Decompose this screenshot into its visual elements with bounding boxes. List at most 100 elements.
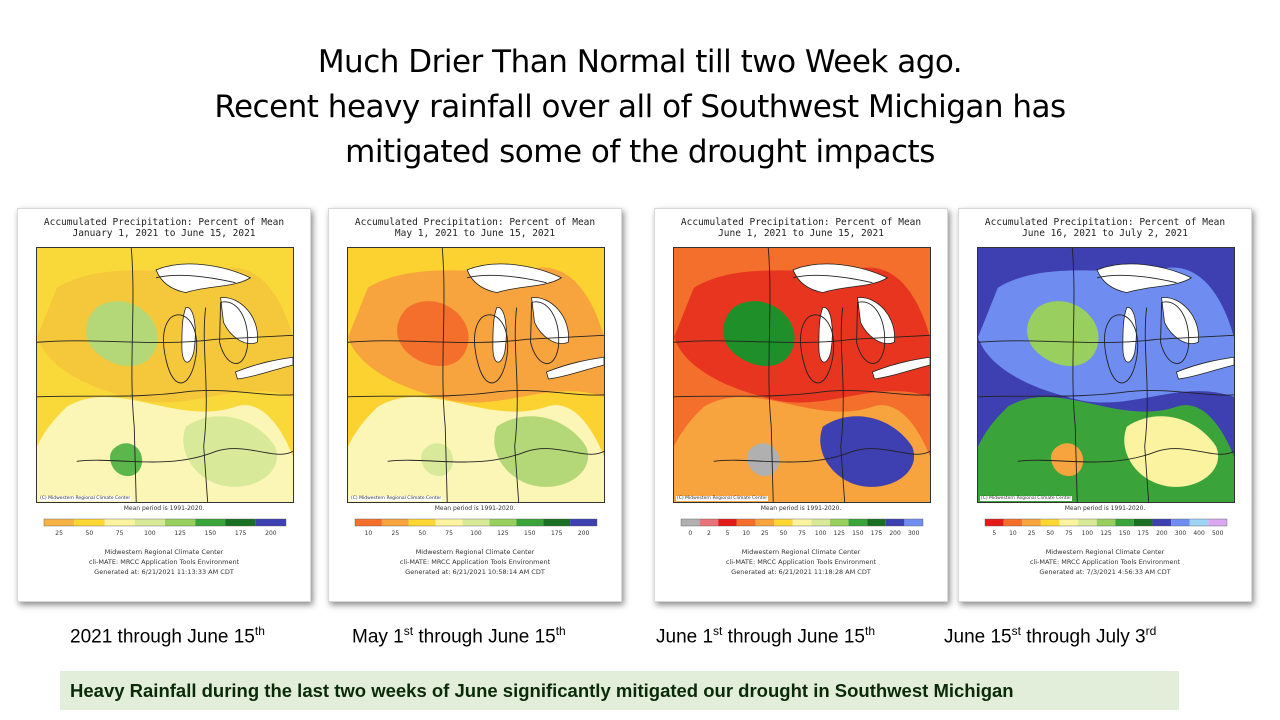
scale-label: 25 (761, 530, 769, 537)
scale-swatch (1003, 519, 1023, 526)
scale-swatch (255, 519, 286, 526)
scale-label: 50 (780, 530, 788, 537)
scale-swatch (1152, 519, 1172, 526)
scale-swatch (1078, 519, 1097, 526)
slide-title: Much Drier Than Normal till two Week ago… (0, 40, 1280, 175)
scale-label: 200 (1156, 530, 1168, 537)
scale-label: 10 (365, 530, 373, 537)
map-graphic (674, 248, 930, 502)
precip-map-panel-2: Accumulated Precipitation: Percent of Me… (328, 208, 622, 602)
title-line-2: Recent heavy rainfall over all of Southw… (214, 89, 1066, 125)
scale-swatch (225, 519, 256, 526)
scale-swatch (755, 519, 775, 526)
lake-superior (155, 263, 252, 294)
map-credit: (C) Midwestern Regional Climate Center (676, 496, 769, 501)
mean-period: Mean period is 1991-2020. (434, 505, 516, 512)
state-border (1144, 307, 1150, 502)
map-credit: (C) Midwestern Regional Climate Center (980, 496, 1073, 501)
state-border (1096, 274, 1177, 284)
footer-line: Midwestern Regional Climate Center (415, 548, 535, 556)
scale-label: 175 (235, 530, 247, 537)
footer-line: Midwestern Regional Climate Center (1045, 548, 1165, 556)
map-footer: Midwestern Regional Climate Center cli-MA… (959, 547, 1251, 577)
map-graphic (348, 248, 604, 502)
scale-graphic: 0 2 5 10 25 50 75 100 125 150 175 200 300 (680, 518, 924, 537)
scale-swatch (1040, 519, 1060, 526)
lake-erie (871, 356, 930, 380)
color-scale: 5 10 25 50 75 100 125 150 175 200 300 400 500 (981, 517, 1231, 539)
scale-label: 400 (1193, 530, 1205, 537)
state-border (1017, 448, 1234, 463)
map-title: Accumulated Precipitation: Percent of Me… (959, 217, 1251, 239)
footer-line: cli-MATE: MRCC Application Tools Environ… (725, 558, 877, 566)
lake-erie (234, 356, 293, 380)
scale-label: 100 (815, 530, 827, 537)
footer-line: Generated at: 6/21/2021 10:58:14 AM CDT (405, 568, 545, 576)
lake-michigan (181, 307, 196, 363)
scale-label: 10 (742, 530, 750, 537)
summary-banner: Heavy Rainfall during the last two weeks… (60, 671, 1179, 710)
lake-superior (792, 263, 889, 294)
precip-region (747, 443, 780, 477)
state-border (1160, 301, 1190, 364)
scale-label: 125 (497, 530, 509, 537)
scale-swatch (381, 519, 409, 526)
map-title: Accumulated Precipitation: Percent of Me… (18, 217, 310, 239)
lake-michigan (1122, 307, 1137, 363)
state-border (76, 448, 293, 463)
footer-line: Generated at: 6/21/2021 11:13:33 AM CDT (94, 568, 234, 576)
footer-line: Generated at: 7/3/2021 4:56:33 AM CDT (1039, 568, 1171, 576)
state-border (800, 314, 835, 384)
scale-swatch (408, 519, 436, 526)
precip-map-panel-3: Accumulated Precipitation: Percent of Me… (654, 208, 948, 602)
footer-line: cli-MATE: MRCC Application Tools Environ… (399, 558, 551, 566)
scale-label: 200 (889, 530, 901, 537)
map-period: June 1, 2021 to June 15, 2021 (718, 228, 884, 239)
state-border (155, 274, 236, 284)
scale-label: 175 (551, 530, 563, 537)
map-credit: (C) Midwestern Regional Climate Center (350, 496, 443, 501)
precip-region (183, 416, 278, 487)
scale-swatch (792, 519, 812, 526)
precip-region (397, 301, 469, 367)
map-graphic (978, 248, 1234, 502)
footer-line: cli-MATE: MRCC Application Tools Environ… (1029, 558, 1181, 566)
scale-label: 75 (1065, 530, 1073, 537)
state-border (1104, 314, 1139, 384)
summary-text: Heavy Rainfall during the last two weeks… (70, 679, 1014, 701)
state-border (203, 307, 209, 502)
scale-label: 300 (1175, 530, 1187, 537)
scale-label: 75 (445, 530, 453, 537)
state-border (37, 390, 293, 398)
lake-michigan (492, 307, 507, 363)
state-border (767, 248, 774, 502)
scale-label: 50 (418, 530, 426, 537)
scale-graphic: 5 10 25 50 75 100 125 150 175 200 300 400 500 (984, 518, 1228, 537)
scale-frame (354, 518, 598, 527)
scale-label: 100 (144, 530, 156, 537)
lake-huron (1161, 297, 1199, 344)
caption-2: May 1st through June 15th (352, 624, 566, 648)
scale-frame (43, 518, 287, 527)
precip-region (421, 443, 454, 477)
scale-swatch (489, 519, 517, 526)
scale-swatch (165, 519, 196, 526)
lake-superior (1096, 263, 1193, 294)
map-title-text: Accumulated Precipitation: Percent of Me… (43, 217, 285, 228)
scale-label: 100 (470, 530, 482, 537)
footer-line: Midwestern Regional Climate Center (741, 548, 861, 556)
lake-superior (466, 263, 563, 294)
lake-erie (1175, 356, 1234, 380)
scale-graphic: 10 25 50 75 100 125 150 175 200 (354, 518, 598, 537)
scale-label: 25 (392, 530, 400, 537)
scale-swatch (1208, 519, 1227, 526)
map-title-text: Accumulated Precipitation: Percent of Me… (354, 217, 596, 228)
lake-michigan (818, 307, 833, 363)
precip-region (1027, 301, 1099, 367)
lake-huron (857, 297, 895, 344)
scale-swatch (1096, 519, 1116, 526)
precip-region (86, 301, 158, 367)
map-footer: Midwestern Regional Climate Center cli-MA… (655, 547, 947, 577)
scale-swatch (1022, 519, 1041, 526)
state-border (130, 248, 137, 502)
